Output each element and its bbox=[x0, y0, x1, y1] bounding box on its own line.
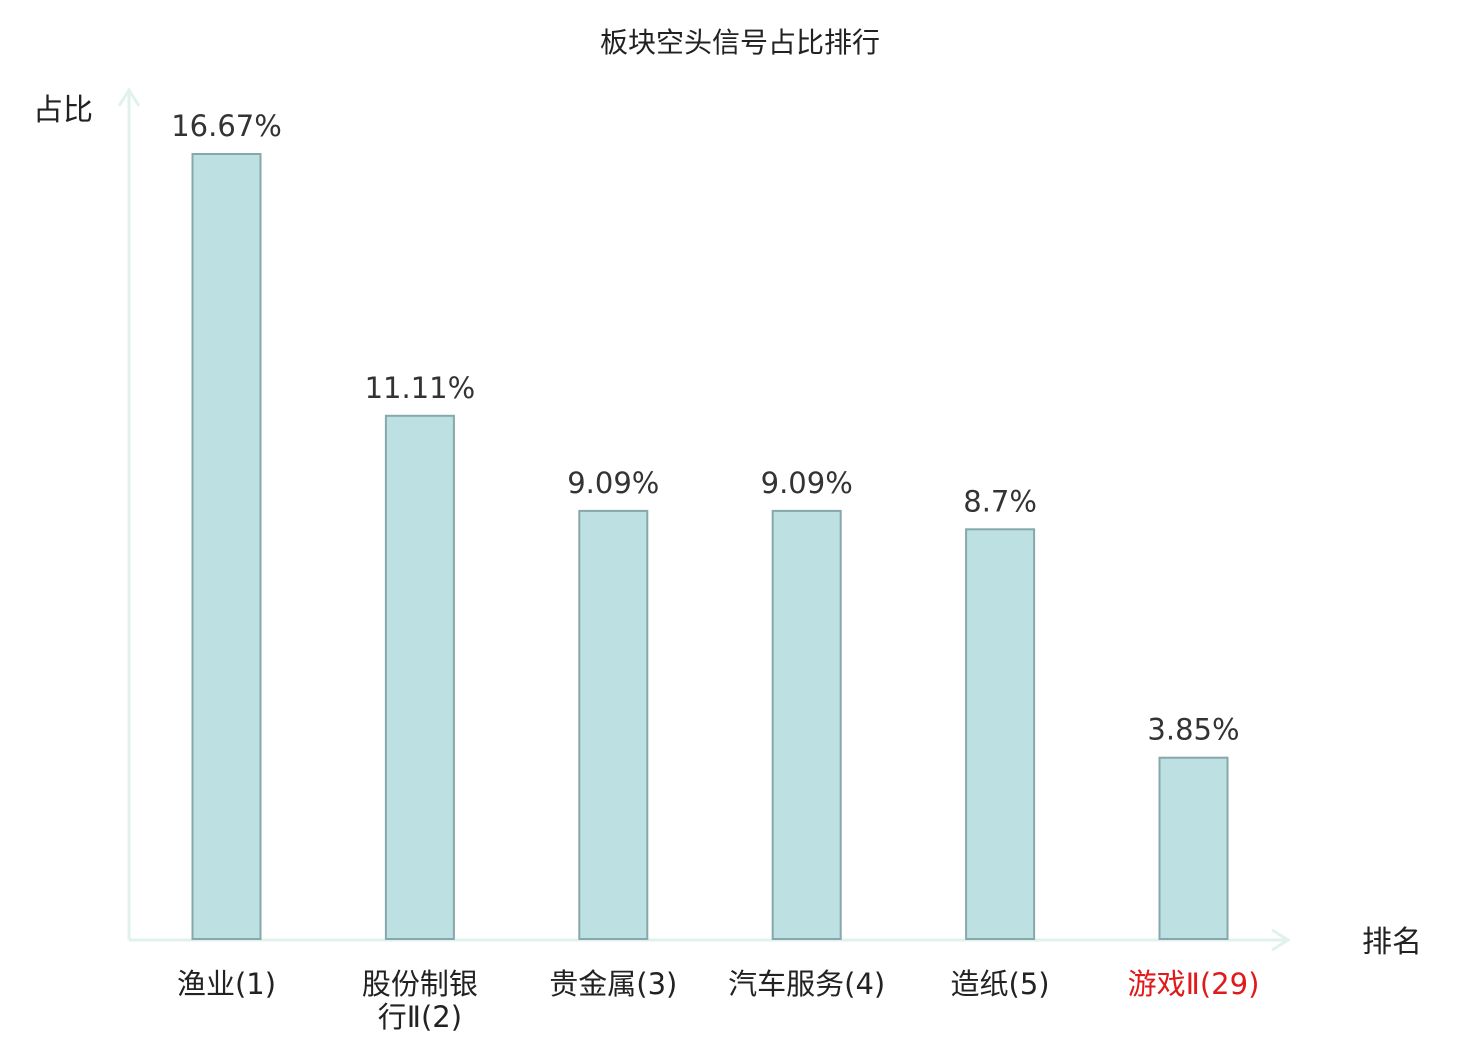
x-tick-label: 汽车服务(4) bbox=[728, 967, 885, 1001]
bar-value-label: 16.67% bbox=[171, 109, 282, 143]
x-tick-label: 造纸(5) bbox=[951, 967, 1050, 1001]
bar-value-label: 8.7% bbox=[963, 484, 1037, 518]
x-axis-arrow bbox=[1271, 928, 1291, 952]
value-labels-layer: 16.67% 11.11% 9.09% 9.09% 8.7% 3.85% bbox=[171, 109, 1239, 747]
bar bbox=[578, 509, 649, 940]
x-tick-label: 股份制银 bbox=[362, 967, 478, 1001]
x-tick-label: 行Ⅱ(2) bbox=[378, 1000, 462, 1034]
x-axis-label: 排名 bbox=[1362, 925, 1422, 960]
chart-title: 板块空头信号占比排行 bbox=[600, 26, 880, 59]
bar bbox=[771, 509, 842, 940]
bar bbox=[965, 528, 1036, 940]
bar-value-label: 9.09% bbox=[761, 466, 853, 500]
bar-value-label: 9.09% bbox=[567, 466, 659, 500]
bars-layer bbox=[191, 153, 1229, 941]
y-axis-label: 占比 bbox=[33, 93, 93, 128]
bar-value-label: 11.11% bbox=[365, 371, 476, 405]
x-tick-label: 渔业(1) bbox=[177, 967, 276, 1001]
x-tick-label: 贵金属(3) bbox=[549, 967, 677, 1001]
y-axis-arrow bbox=[117, 87, 141, 107]
x-tick-label: 游戏Ⅱ(29) bbox=[1128, 967, 1260, 1001]
bar bbox=[1158, 756, 1229, 941]
bar bbox=[384, 414, 455, 940]
bar bbox=[191, 153, 262, 940]
bar-value-label: 3.85% bbox=[1147, 713, 1239, 747]
